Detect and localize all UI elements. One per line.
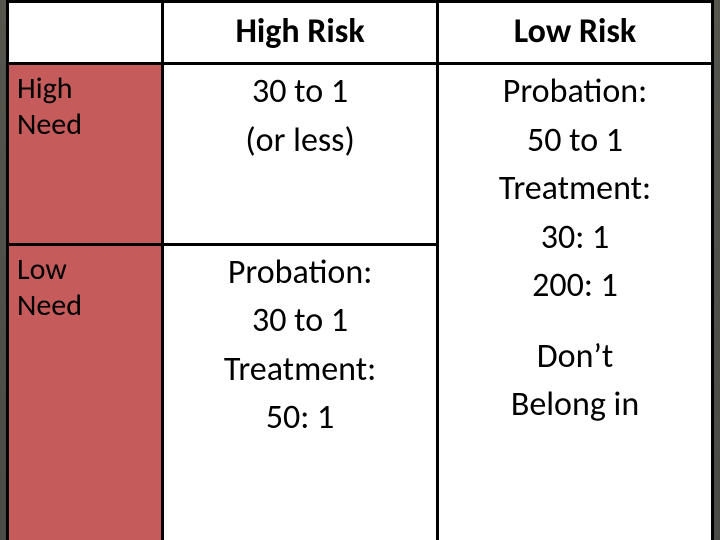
row-header-low-need-l1: LowNeed xyxy=(17,251,82,324)
corner-cell xyxy=(8,2,163,64)
header-row: High Risk Low Risk xyxy=(8,2,713,64)
row-header-low-need: LowNeed xyxy=(8,244,163,540)
cell-high-need-high-risk: 30 to 1 (or less) xyxy=(163,64,438,245)
cell-text: 30: 1 xyxy=(447,217,703,260)
table-frame: High Risk Low Risk HighNeed 30 to 1 (or … xyxy=(6,0,714,540)
col-header-low-risk: Low Risk xyxy=(438,2,713,64)
cell-text: Belong in xyxy=(447,384,703,427)
col-header-high-risk: High Risk xyxy=(163,2,438,64)
row-header-high-need-l1: HighNeed xyxy=(17,70,82,143)
cell-text: 30 to 1 xyxy=(172,71,428,114)
cell-text: 200: 1 xyxy=(447,265,703,308)
cell-text: Treatment: xyxy=(172,349,428,392)
risk-need-matrix: High Risk Low Risk HighNeed 30 to 1 (or … xyxy=(6,0,714,540)
cell-text: Treatment: xyxy=(447,168,703,211)
spacer xyxy=(447,314,703,336)
cell-text: (or less) xyxy=(172,120,428,163)
cell-text: Probation: xyxy=(447,71,703,114)
cell-text: Probation: xyxy=(172,252,428,295)
cell-text: 50: 1 xyxy=(172,397,428,440)
cell-low-need-high-risk: Probation: 30 to 1 Treatment: 50: 1 xyxy=(163,244,438,540)
cell-text: 50 to 1 xyxy=(447,120,703,163)
cell-text: 30 to 1 xyxy=(172,300,428,343)
row-high-need: HighNeed 30 to 1 (or less) Probation: 50… xyxy=(8,64,713,245)
cell-high-need-low-risk: Probation: 50 to 1 Treatment: 30: 1 200:… xyxy=(438,64,713,540)
cell-text: Don’t xyxy=(447,336,703,379)
row-header-high-need: HighNeed xyxy=(8,64,163,245)
